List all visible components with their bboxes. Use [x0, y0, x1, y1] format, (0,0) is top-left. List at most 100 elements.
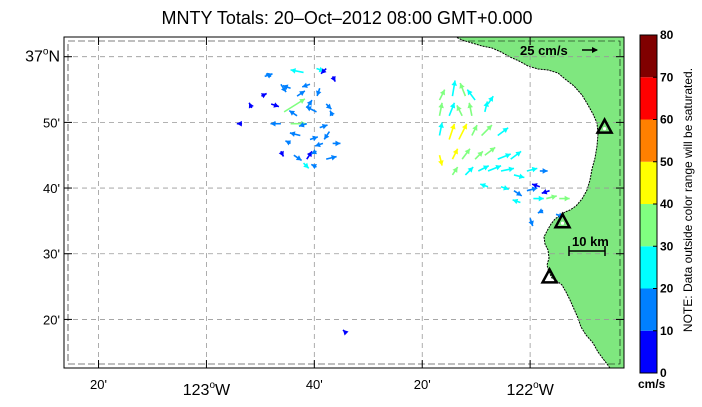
- current-vector: [248, 102, 254, 109]
- current-vector: [464, 166, 474, 176]
- current-vector: [288, 109, 298, 117]
- vector-head: [502, 127, 509, 133]
- current-vector: [285, 140, 292, 146]
- vector-head: [270, 120, 276, 127]
- vector-head: [477, 151, 483, 157]
- vector-head: [467, 89, 473, 96]
- current-vector: [500, 166, 515, 173]
- vector-head: [316, 90, 322, 97]
- vector-head: [330, 75, 336, 82]
- current-vector: [467, 102, 473, 116]
- colorbar-swatch: [640, 204, 657, 247]
- vector-head: [542, 168, 548, 174]
- vector-head: [512, 198, 519, 205]
- vector-head: [343, 329, 349, 336]
- vector-head: [516, 190, 522, 196]
- vector-head: [299, 98, 305, 104]
- current-vector: [296, 90, 306, 97]
- vector-head: [324, 133, 330, 140]
- current-vector: [461, 148, 471, 160]
- vector-head: [518, 173, 525, 180]
- vector-head: [452, 167, 458, 173]
- current-vector: [483, 101, 489, 113]
- vector-head: [311, 149, 318, 155]
- current-vectors: [236, 66, 570, 336]
- lat-label: 37oN: [25, 47, 60, 66]
- current-vector: [293, 154, 303, 162]
- reference-vector-label: 25 cm/s: [520, 43, 568, 58]
- current-vector: [533, 195, 544, 202]
- current-vector: [310, 149, 318, 155]
- current-vector: [466, 89, 476, 101]
- vector-head: [311, 164, 318, 170]
- vector-head: [438, 122, 444, 128]
- vector-head: [541, 189, 548, 195]
- colorbar-swatch: [640, 330, 657, 373]
- colorbar-tick-label: 60: [660, 113, 674, 127]
- lon-label: 123oW: [183, 380, 231, 399]
- radar-site-marker: [540, 266, 559, 284]
- current-vector: [451, 166, 459, 176]
- vector-head: [260, 93, 267, 99]
- vector-head: [508, 166, 514, 173]
- vector-head: [320, 68, 327, 74]
- vector-head: [452, 148, 458, 155]
- radar-sites: [540, 116, 614, 284]
- current-vector: [484, 146, 496, 156]
- current-vector: [319, 123, 328, 130]
- radar-site-dot: [560, 221, 565, 225]
- current-vector: [438, 155, 444, 166]
- vector-head: [298, 122, 305, 128]
- scale-bar-label: 10 km: [572, 234, 609, 249]
- current-vector: [342, 329, 349, 336]
- current-vector: [330, 75, 336, 82]
- vector-head: [538, 195, 544, 202]
- lat-label: 50': [43, 115, 60, 130]
- current-vector: [510, 150, 522, 160]
- current-vector: [316, 87, 322, 97]
- current-vector: [559, 195, 570, 202]
- vector-head: [289, 131, 296, 137]
- current-vector: [497, 127, 509, 137]
- current-vector: [541, 189, 550, 195]
- current-vector: [438, 122, 444, 136]
- vector-head: [472, 125, 478, 131]
- colorbar: 0 10 20 30 40 50 60 70 80: [639, 28, 674, 380]
- current-vector: [479, 183, 489, 189]
- axis-labels: 37oN 50' 40' 30' 20' 20' 123oW 40' 20' 122oW: [25, 37, 624, 399]
- vector-head: [321, 123, 328, 130]
- current-vector: [329, 110, 335, 117]
- colorbar-swatch: [640, 35, 657, 78]
- radar-site-marker: [595, 116, 614, 134]
- vector-head: [515, 151, 522, 157]
- current-vector: [512, 198, 521, 205]
- vector-head: [480, 183, 486, 189]
- colorbar-note: NOTE: Data outside color range will be s…: [681, 68, 695, 332]
- vector-head: [486, 125, 492, 131]
- current-vector: [497, 153, 512, 160]
- current-vector: [513, 190, 523, 197]
- current-vector: [487, 95, 494, 105]
- vector-head: [531, 166, 538, 173]
- vector-head: [331, 155, 337, 161]
- vector-head: [564, 195, 570, 202]
- map-frame-bg: [64, 37, 624, 368]
- colorbar-tick-label: 70: [660, 70, 674, 84]
- current-vector: [326, 155, 337, 161]
- vector-head: [285, 140, 292, 146]
- colorbar-tick-label: 40: [660, 197, 674, 211]
- current-vector: [310, 163, 318, 170]
- vector-head: [503, 185, 509, 191]
- current-vector: [481, 124, 493, 137]
- vector-head: [248, 102, 254, 109]
- current-vector: [448, 123, 456, 140]
- current-vector: [526, 166, 538, 173]
- graticule: [64, 37, 624, 368]
- current-vector: [289, 131, 301, 137]
- vector-head: [306, 100, 312, 106]
- vector-head: [450, 123, 456, 130]
- map-inner-border: [67, 40, 621, 365]
- vector-head: [528, 220, 534, 227]
- current-vector: [302, 162, 310, 169]
- current-vector: [500, 185, 510, 191]
